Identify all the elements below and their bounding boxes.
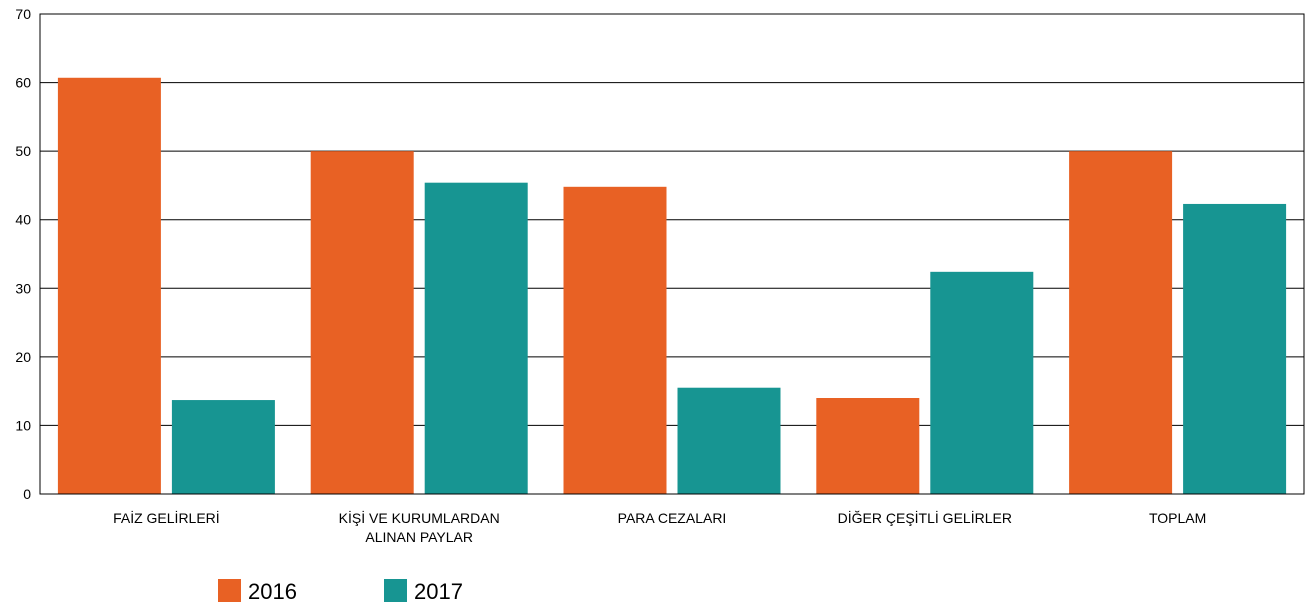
bar-2016-1 <box>310 151 414 494</box>
legend-swatch-2017 <box>384 579 407 602</box>
y-tick-label: 20 <box>15 349 31 365</box>
bar-2016-0 <box>57 77 161 495</box>
bar-2016-4 <box>1069 151 1173 494</box>
x-category-label: KİŞİ VE KURUMLARDAN <box>339 509 500 526</box>
bar-2017-2 <box>677 387 781 494</box>
x-category-label: TOPLAM <box>1149 510 1206 526</box>
bar-2017-4 <box>1183 203 1287 494</box>
bar-2017-1 <box>424 182 528 494</box>
y-tick-label: 60 <box>15 75 31 91</box>
y-tick-label: 40 <box>15 212 31 228</box>
x-category-label: DİĞER ÇEŞİTLİ GELİRLER <box>838 509 1012 526</box>
y-tick-label: 0 <box>23 486 31 502</box>
x-axis-categories: FAİZ GELİRLERİ KİŞİ VE KURUMLARDAN ALINAN … <box>113 509 1206 545</box>
x-category-label: ALINAN PAYLAR <box>365 529 473 545</box>
bar-2017-3 <box>930 271 1034 494</box>
y-axis-ticks: 0 10 20 30 40 50 60 70 <box>15 6 31 502</box>
y-tick-label: 30 <box>15 280 31 296</box>
y-tick-label: 10 <box>15 417 31 433</box>
bars <box>57 77 1287 495</box>
x-category-label: PARA CEZALARI <box>618 510 727 526</box>
bar-2016-3 <box>816 398 920 494</box>
y-tick-label: 70 <box>15 6 31 22</box>
legend: 2016 2017 <box>218 579 463 604</box>
axes <box>39 13 1305 495</box>
bar-2016-2 <box>563 186 667 495</box>
legend-label-2017: 2017 <box>414 579 463 604</box>
x-category-label: FAİZ GELİRLERİ <box>113 509 220 526</box>
legend-label-2016: 2016 <box>248 579 297 604</box>
y-tick-label: 50 <box>15 143 31 159</box>
plot-frame <box>39 13 1305 495</box>
bar-2017-0 <box>171 400 275 494</box>
legend-swatch-2016 <box>218 579 241 602</box>
